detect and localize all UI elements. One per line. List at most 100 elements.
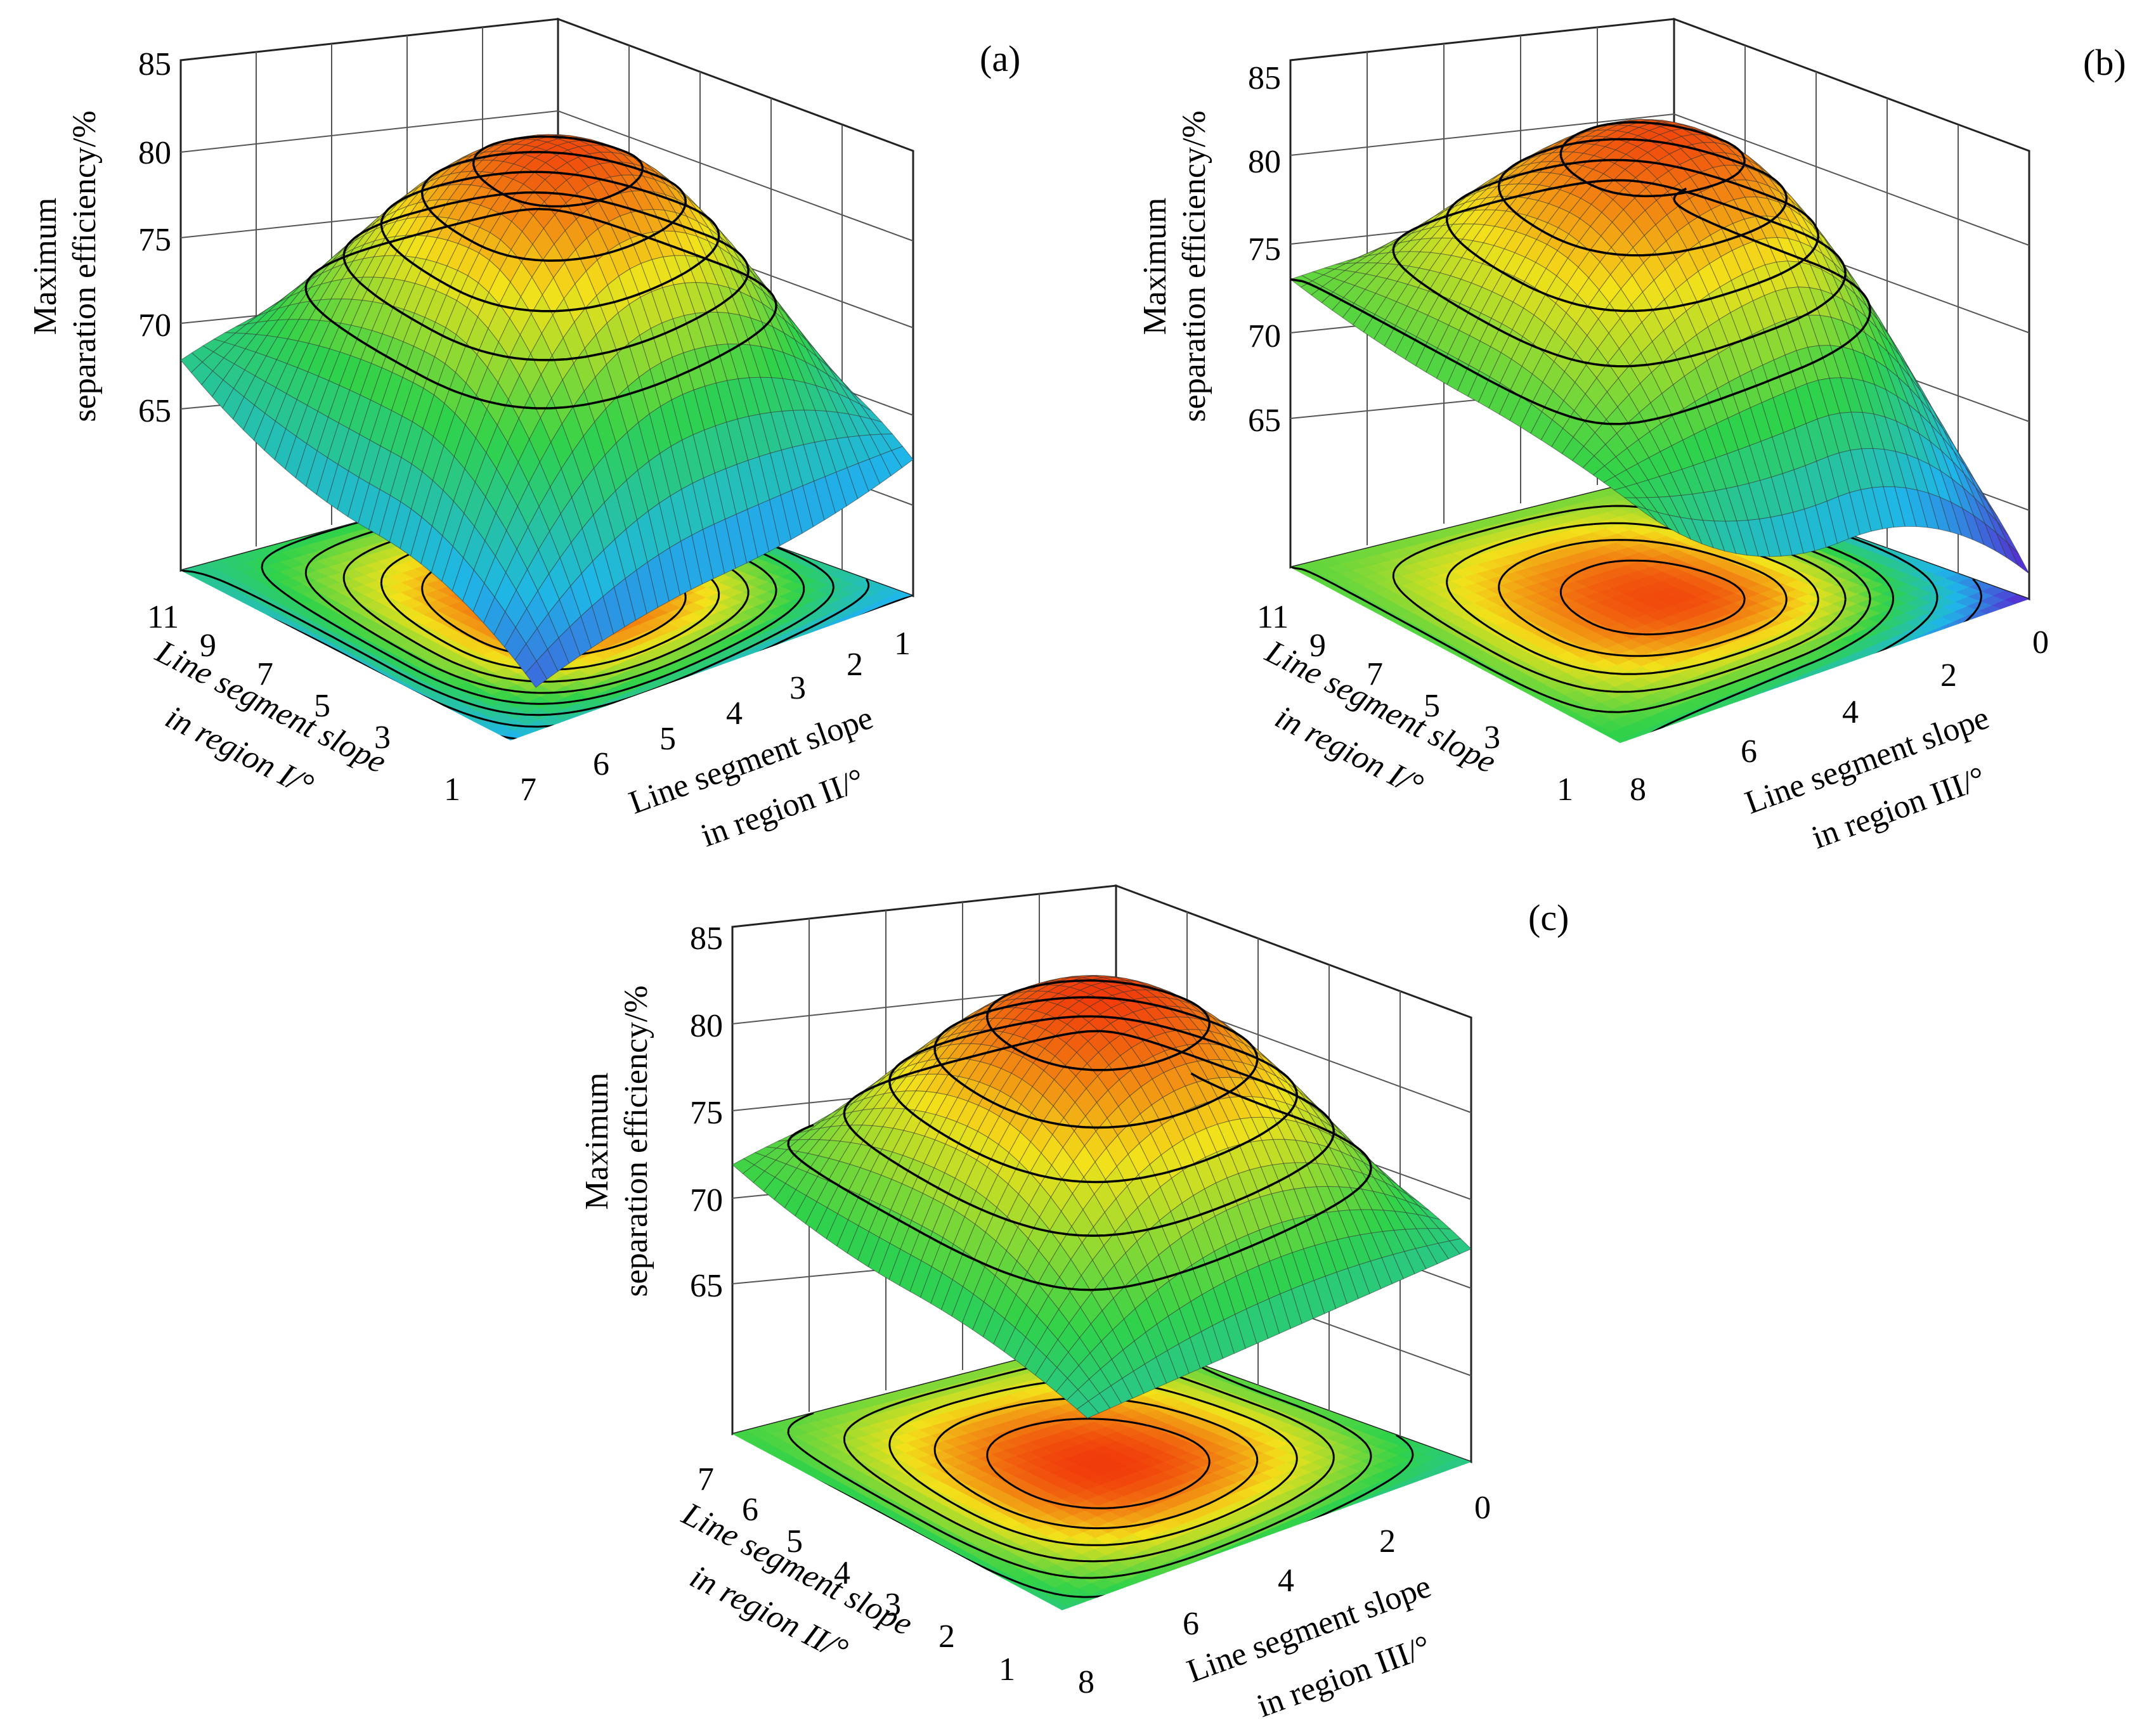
left-tick-label: 1 [1557, 772, 1573, 808]
floor-cell [1710, 708, 1737, 720]
z-axis-title-b-line2: separation efficiency/% [1176, 110, 1212, 422]
z-tick-label: 80 [1248, 144, 1281, 180]
floor-cell [525, 744, 550, 756]
floor-cell [549, 732, 575, 740]
floor-cell [561, 739, 587, 740]
panel-label-b: (b) [2083, 42, 2126, 83]
floor-cell [1202, 1563, 1230, 1575]
z-axis-title-b: Maximum [1137, 198, 1173, 335]
left-tick-label: 11 [147, 599, 179, 635]
right-tick-label: 0 [2032, 624, 2049, 661]
right-tick-label: 2 [847, 647, 863, 683]
floor-cell [512, 737, 538, 740]
floor-cell [1127, 1584, 1153, 1598]
floor-cell [573, 733, 600, 740]
floor-cell [1190, 1568, 1216, 1581]
z-axis-title-a-line2: separation efficiency/% [67, 110, 103, 422]
right-tick-label: 1 [894, 626, 911, 662]
floor-cell [1152, 1585, 1178, 1598]
right-tick-label: 3 [789, 670, 806, 706]
floor-cell [1241, 1546, 1268, 1558]
floor-cell [1152, 1574, 1179, 1586]
floor-cell [1164, 1579, 1191, 1593]
floor-cell [1647, 747, 1672, 759]
floor-cell [500, 743, 525, 755]
right-tick-label: 6 [593, 746, 609, 782]
floor-cell [524, 756, 549, 768]
floor-cell [686, 682, 713, 694]
response-surface-b [1289, 119, 2030, 574]
floor-cell [586, 727, 613, 740]
z-axis-ticks-b: 85 80 75 70 65 [1248, 60, 1281, 439]
floor-cell [774, 642, 801, 654]
floor-cell [599, 710, 626, 723]
floor-cell [587, 715, 613, 728]
floor-cell [1215, 1557, 1242, 1570]
floor-cell [612, 704, 638, 717]
floor-cell [536, 738, 562, 740]
floor-cell [624, 699, 651, 711]
z-tick-label: 75 [1248, 231, 1281, 268]
floor-cell [711, 670, 738, 683]
floor-cell [1139, 1591, 1166, 1604]
floor-cell [561, 727, 588, 740]
floor-cell [1812, 675, 1838, 688]
floor-cell [1672, 723, 1699, 737]
right-tick-label: 4 [726, 695, 743, 732]
floor-cell [737, 659, 763, 671]
floor-cell [750, 654, 776, 666]
floor-cell [1773, 692, 1800, 704]
chart-panel-a: 85 80 75 70 65 Maximum separation effici… [27, 17, 1020, 854]
floor-cell [1622, 746, 1647, 758]
floor-cell [536, 751, 561, 763]
floor-cell [1799, 681, 1826, 693]
floor-cell [1659, 729, 1686, 742]
floor-cell [1646, 734, 1673, 743]
floor-cell [1658, 740, 1685, 743]
floor-cell [699, 676, 725, 688]
floor-cell [549, 745, 574, 757]
floor-cell [1786, 687, 1813, 699]
floor-cell [1863, 654, 1890, 666]
z-tick-label: 85 [138, 46, 171, 82]
floor-cell [1748, 702, 1774, 715]
floor-cell [674, 687, 701, 700]
right-tick-label: 4 [1842, 694, 1859, 730]
z-tick-label: 85 [1248, 60, 1281, 96]
floor-cell [1177, 1574, 1204, 1587]
floor-cell [574, 721, 601, 734]
z-tick-label: 80 [138, 135, 171, 171]
floor-cell [1292, 1524, 1319, 1536]
floor-cell [1685, 718, 1711, 731]
chart-panel-c: 85 80 75 70 65 Maximum separation effici… [579, 884, 1569, 1724]
floor-cell [1735, 708, 1762, 721]
floor-cell [1698, 713, 1724, 725]
left-tick-label: 11 [1257, 599, 1289, 635]
floor-cell [649, 687, 676, 700]
z-axis-title-a: Maximum [27, 198, 63, 335]
floor-cell [762, 648, 788, 660]
floor-cell [524, 732, 551, 740]
floor-cell [1633, 739, 1660, 743]
z-tick-label: 70 [1248, 318, 1281, 354]
floor-cell [1684, 730, 1710, 742]
floor-cell [1671, 735, 1698, 743]
floor-cell [636, 704, 663, 717]
right-tick-label: 8 [1630, 772, 1646, 808]
floor-cell [1837, 664, 1864, 676]
floor-cell [724, 664, 751, 677]
floor-cell [649, 699, 675, 711]
z-axis-ticks-a: 85 80 75 70 65 [138, 46, 171, 429]
right-tick-label: 7 [520, 772, 536, 808]
floor-cell [1633, 752, 1658, 764]
chart-panel-b: 85 80 75 70 65 Maximum separation effici… [1137, 17, 2126, 856]
floor-cell [1850, 659, 1877, 671]
left-tick-label: 1 [444, 772, 460, 808]
floor-cell [1760, 697, 1788, 709]
z-tick-label: 75 [138, 222, 171, 258]
z-tick-label: 65 [138, 393, 171, 429]
floor-cell [637, 693, 663, 706]
floor-cell [1266, 1535, 1293, 1548]
panel-label-a: (a) [980, 38, 1020, 79]
